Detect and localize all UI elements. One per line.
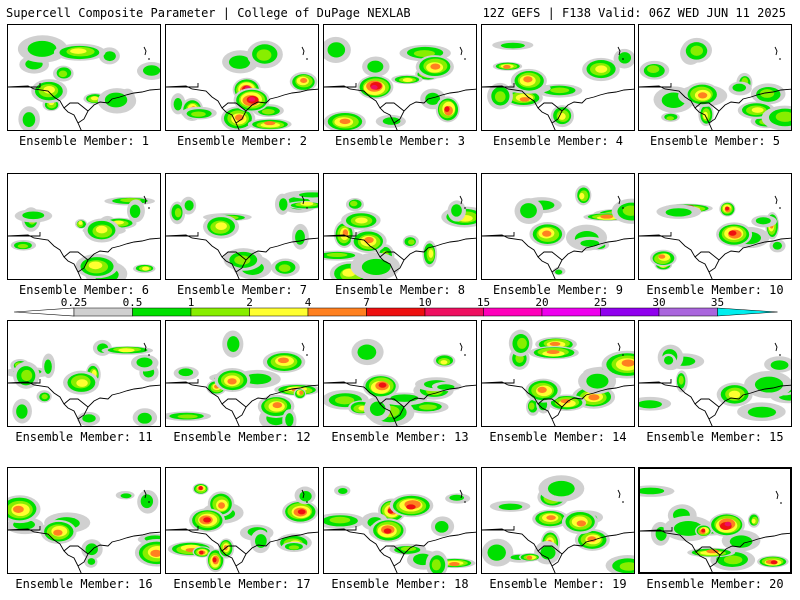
valid-time: 12Z GEFS | F138 Valid: 06Z WED JUN 11 20…: [482, 6, 786, 20]
colorbar-tick-label: 7: [363, 296, 370, 309]
ensemble-member-map: [165, 467, 319, 574]
ensemble-member-label: Ensemble Member: 11: [15, 430, 153, 444]
ensemble-member-label: Ensemble Member: 15: [646, 430, 784, 444]
colorbar-tick-label: 2: [246, 296, 253, 309]
ensemble-member-map: [323, 467, 477, 574]
ensemble-member-map: [165, 24, 319, 131]
ensemble-member-map: [638, 173, 792, 280]
ensemble-member-map: [638, 24, 792, 131]
ensemble-member-label: Ensemble Member: 20: [646, 577, 784, 591]
ensemble-member-label: Ensemble Member: 10: [646, 283, 784, 297]
colorbar-swatch: [249, 307, 309, 317]
map-title: Supercell Composite Parameter | College …: [6, 6, 411, 20]
ensemble-member-map: [7, 467, 161, 574]
colorbar: [14, 307, 778, 317]
ensemble-member-map: [481, 467, 635, 574]
colorbar-tick-label: 25: [593, 296, 608, 309]
colorbar-tick-label: 35: [710, 296, 725, 309]
ensemble-member-map: [165, 173, 319, 280]
colorbar-tick-label: 0.25: [60, 296, 88, 309]
colorbar-tick-label: 10: [418, 296, 432, 309]
ensemble-member-map: [638, 467, 792, 574]
colorbar-arrow-high: [717, 307, 778, 317]
ensemble-member-label: Ensemble Member: 3: [334, 134, 466, 148]
ensemble-member-map: [481, 24, 635, 131]
ensemble-member-label: Ensemble Member: 7: [176, 283, 308, 297]
colorbar-swatch: [541, 307, 601, 317]
ensemble-member-label: Ensemble Member: 9: [492, 283, 624, 297]
ensemble-member-map: [481, 320, 635, 427]
ensemble-member-map: [7, 24, 161, 131]
ensemble-member-label: Ensemble Member: 19: [489, 577, 627, 591]
ensemble-member-label: Ensemble Member: 14: [489, 430, 627, 444]
colorbar-swatch: [190, 307, 250, 317]
colorbar-swatch: [307, 307, 367, 317]
ensemble-member-label: Ensemble Member: 18: [331, 577, 469, 591]
colorbar-swatch: [132, 307, 192, 317]
colorbar-tick-label: 15: [476, 296, 491, 309]
ensemble-member-map: [323, 24, 477, 131]
colorbar-tick-label: 20: [535, 296, 549, 309]
ensemble-member-label: Ensemble Member: 6: [18, 283, 150, 297]
ensemble-member-label: Ensemble Member: 4: [492, 134, 624, 148]
ensemble-member-map: [323, 173, 477, 280]
ensemble-member-label: Ensemble Member: 5: [649, 134, 781, 148]
colorbar-swatch: [73, 307, 133, 317]
ensemble-member-map: [481, 173, 635, 280]
ensemble-member-map: [7, 320, 161, 427]
colorbar-tick-label: 1: [187, 296, 195, 309]
colorbar-swatch: [366, 307, 426, 317]
colorbar-swatch: [424, 307, 484, 317]
colorbar-swatch: [600, 307, 660, 317]
colorbar-tick-label: 30: [652, 296, 666, 309]
colorbar-tick-label: 0.5: [122, 296, 143, 309]
ensemble-member-map: [323, 320, 477, 427]
ensemble-member-map: [7, 173, 161, 280]
colorbar-arrow-low: [14, 307, 75, 317]
ensemble-member-map: [165, 320, 319, 427]
ensemble-member-map: [638, 320, 792, 427]
ensemble-member-label: Ensemble Member: 12: [173, 430, 311, 444]
colorbar-swatch: [483, 307, 543, 317]
ensemble-member-label: Ensemble Member: 1: [18, 134, 150, 148]
ensemble-member-label: Ensemble Member: 13: [331, 430, 469, 444]
colorbar-swatch: [658, 307, 718, 317]
ensemble-member-label: Ensemble Member: 8: [334, 283, 466, 297]
ensemble-member-label: Ensemble Member: 17: [173, 577, 311, 591]
ensemble-member-label: Ensemble Member: 2: [176, 134, 308, 148]
colorbar-tick-label: 4: [304, 296, 312, 309]
ensemble-member-label: Ensemble Member: 16: [15, 577, 153, 591]
